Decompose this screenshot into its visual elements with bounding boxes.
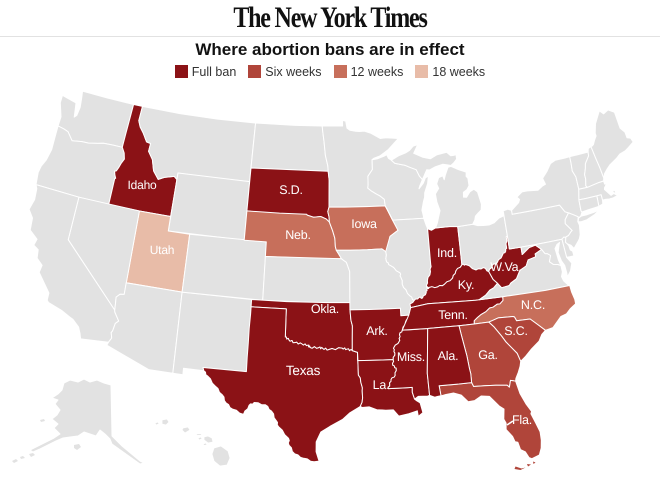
svg-text:Utah: Utah [150, 243, 175, 257]
svg-text:La.: La. [373, 378, 390, 392]
svg-text:Okla.: Okla. [311, 302, 339, 316]
svg-text:Texas: Texas [286, 363, 321, 378]
svg-text:N.C.: N.C. [521, 298, 545, 312]
svg-text:S.C.: S.C. [504, 324, 528, 338]
svg-text:Ark.: Ark. [366, 324, 387, 338]
svg-text:Tenn.: Tenn. [438, 308, 468, 322]
svg-text:Miss.: Miss. [397, 350, 425, 364]
svg-text:Ala.: Ala. [438, 349, 459, 363]
svg-text:S.D.: S.D. [279, 183, 303, 197]
svg-text:Fla.: Fla. [512, 413, 532, 427]
svg-text:Neb.: Neb. [285, 228, 311, 242]
svg-text:Idaho: Idaho [127, 178, 157, 192]
svg-text:Ga.: Ga. [478, 348, 498, 362]
svg-text:Ky.: Ky. [458, 278, 475, 292]
svg-text:Ind.: Ind. [437, 246, 457, 260]
svg-text:Iowa: Iowa [351, 217, 377, 231]
svg-text:W.Va.: W.Va. [490, 260, 521, 274]
